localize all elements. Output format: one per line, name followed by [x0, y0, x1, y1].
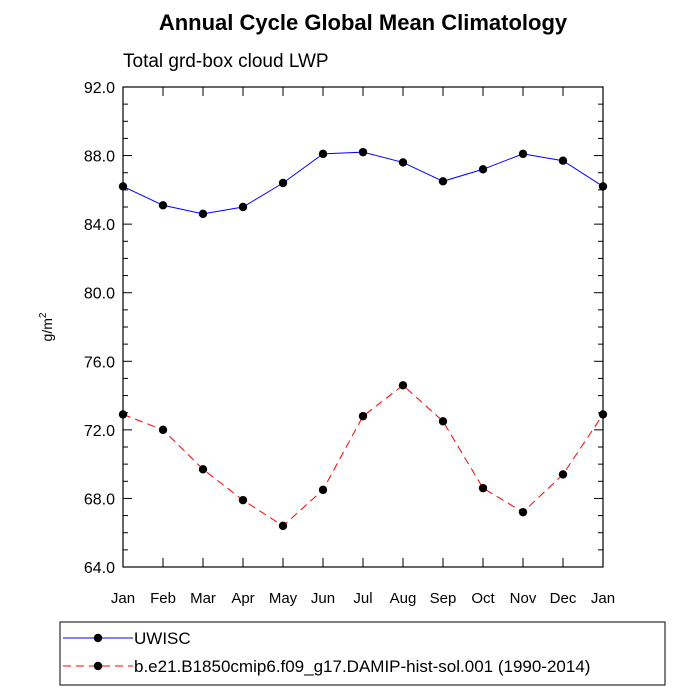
- series-point: [598, 410, 608, 419]
- legend-label: UWISC: [134, 629, 191, 648]
- series-point: [118, 410, 128, 419]
- x-tick-label: Apr: [231, 590, 254, 607]
- series-layer: [118, 147, 608, 531]
- series-point: [278, 521, 288, 531]
- series-point: [598, 182, 608, 191]
- series-point: [478, 483, 488, 493]
- y-tick-label: 68.0: [84, 491, 115, 508]
- chart-title: Annual Cycle Global Mean Climatology: [159, 10, 568, 35]
- plot-frame: [122, 86, 604, 568]
- y-axis-label: g/m2: [38, 312, 55, 341]
- series-point: [238, 202, 248, 212]
- series-point: [238, 495, 248, 505]
- chart-subtitle: Total grd-box cloud LWP: [123, 51, 329, 72]
- y-tick-label: 84.0: [84, 217, 115, 234]
- x-tick-label: Feb: [150, 590, 176, 607]
- legend-box: [59, 621, 666, 686]
- x-tick-label: Mar: [190, 590, 216, 607]
- series-point: [158, 425, 168, 435]
- x-tick-label: Aug: [390, 590, 417, 607]
- y-tick-label: 80.0: [84, 286, 115, 303]
- series-point: [558, 156, 568, 165]
- x-tick-label: Dec: [550, 590, 577, 607]
- series-point: [358, 147, 368, 157]
- y-tick-label: 88.0: [84, 149, 115, 166]
- y-axis-label-superscript: 2: [38, 312, 49, 318]
- y-tick-label: 64.0: [84, 560, 115, 577]
- legend-label: b.e21.B1850cmip6.f09_g17.DAMIP-hist-sol.…: [134, 657, 590, 676]
- y-axis: 64.0 68.0 72.0 76.0 80.0 84.0 88.0 92.0: [84, 80, 603, 577]
- series-point: [518, 507, 528, 517]
- series-point: [398, 381, 408, 390]
- x-tick-label: Jan: [111, 590, 135, 607]
- series-line: [122, 384, 604, 527]
- y-tick-label: 92.0: [84, 80, 115, 97]
- x-tick-label: Sep: [430, 590, 457, 607]
- series-point: [358, 411, 368, 421]
- x-tick-label: Jun: [311, 590, 335, 607]
- legend-items: UWISC b.e21.B1850cmip6.f09_g17.DAMIP-hist…: [63, 629, 590, 676]
- legend-marker: [93, 633, 103, 643]
- legend: UWISC b.e21.B1850cmip6.f09_g17.DAMIP-hist…: [59, 621, 666, 686]
- x-tick-label: Nov: [510, 590, 537, 607]
- series-point: [438, 417, 448, 426]
- series-point: [518, 149, 528, 159]
- series-point: [158, 201, 168, 210]
- series-point: [278, 178, 288, 188]
- series-point: [198, 209, 208, 219]
- y-axis-label-base: g/m: [39, 318, 55, 341]
- series-point: [318, 149, 328, 159]
- series-point: [198, 465, 208, 474]
- series-2: [118, 381, 608, 531]
- series-point: [478, 165, 488, 174]
- series-point: [118, 182, 128, 191]
- legend-marker: [93, 661, 103, 671]
- x-tick-label: Jan: [591, 590, 615, 607]
- series-line: [122, 151, 604, 215]
- y-tick-label: 72.0: [84, 423, 115, 440]
- series-1: [118, 147, 608, 219]
- x-tick-label: Oct: [471, 590, 495, 607]
- series-point: [318, 485, 328, 495]
- series-point: [438, 177, 448, 186]
- y-tick-label: 76.0: [84, 354, 115, 371]
- series-point: [398, 158, 408, 167]
- x-tick-label: Jul: [353, 590, 372, 607]
- x-axis: Jan Feb Mar Apr May Jun Jul Aug Sep Oct Nov Dec Jan: [111, 87, 615, 607]
- x-tick-label: May: [269, 590, 298, 607]
- series-point: [558, 470, 568, 479]
